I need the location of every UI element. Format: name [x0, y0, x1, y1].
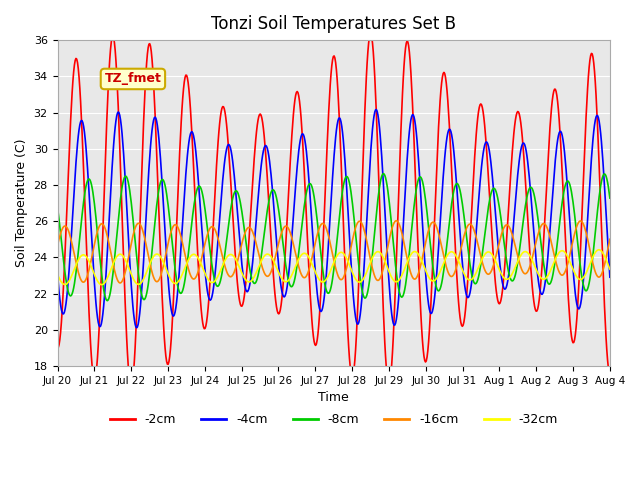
-16cm	[606, 236, 614, 242]
Legend: -2cm, -4cm, -8cm, -16cm, -32cm: -2cm, -4cm, -8cm, -16cm, -32cm	[104, 408, 563, 432]
-2cm	[207, 273, 214, 279]
-4cm	[403, 169, 410, 175]
Y-axis label: Soil Temperature (C): Soil Temperature (C)	[15, 139, 28, 267]
-8cm	[606, 195, 614, 201]
Line: -2cm: -2cm	[58, 34, 610, 387]
-32cm	[99, 282, 106, 288]
Line: -16cm: -16cm	[58, 221, 610, 283]
-16cm	[177, 235, 185, 240]
-4cm	[207, 297, 214, 303]
-16cm	[122, 270, 129, 276]
-16cm	[116, 280, 124, 286]
-16cm	[63, 226, 71, 231]
-32cm	[418, 258, 426, 264]
-32cm	[122, 256, 129, 262]
Line: -32cm: -32cm	[58, 250, 610, 285]
-2cm	[120, 278, 128, 284]
-32cm	[177, 274, 185, 279]
-4cm	[63, 287, 71, 293]
-4cm	[133, 325, 141, 331]
-32cm	[54, 272, 61, 277]
-8cm	[54, 204, 61, 210]
-16cm	[403, 252, 410, 257]
-32cm	[63, 280, 71, 286]
Line: -8cm: -8cm	[58, 174, 610, 300]
Title: Tonzi Soil Temperatures Set B: Tonzi Soil Temperatures Set B	[211, 15, 456, 33]
-32cm	[207, 279, 214, 285]
-16cm	[207, 225, 214, 230]
-8cm	[63, 286, 71, 291]
-4cm	[606, 275, 614, 280]
-2cm	[127, 384, 135, 390]
Text: TZ_fmet: TZ_fmet	[104, 72, 161, 85]
-8cm	[122, 173, 129, 179]
-16cm	[54, 242, 61, 248]
-8cm	[403, 277, 410, 283]
-2cm	[606, 372, 614, 377]
X-axis label: Time: Time	[318, 391, 349, 404]
-32cm	[402, 264, 410, 269]
-2cm	[403, 40, 410, 46]
-4cm	[177, 241, 185, 247]
-8cm	[177, 290, 185, 296]
-8cm	[207, 251, 214, 256]
-2cm	[366, 31, 374, 37]
-8cm	[380, 171, 387, 177]
Line: -4cm: -4cm	[58, 109, 610, 328]
-4cm	[54, 272, 61, 277]
-16cm	[392, 218, 400, 224]
-16cm	[419, 254, 426, 260]
-8cm	[104, 298, 111, 303]
-8cm	[419, 179, 426, 184]
-4cm	[419, 221, 426, 227]
-32cm	[595, 247, 603, 252]
-4cm	[372, 107, 380, 112]
-2cm	[63, 190, 71, 195]
-2cm	[177, 119, 185, 125]
-2cm	[419, 337, 426, 343]
-32cm	[606, 266, 614, 272]
-2cm	[54, 345, 61, 351]
-4cm	[120, 162, 128, 168]
